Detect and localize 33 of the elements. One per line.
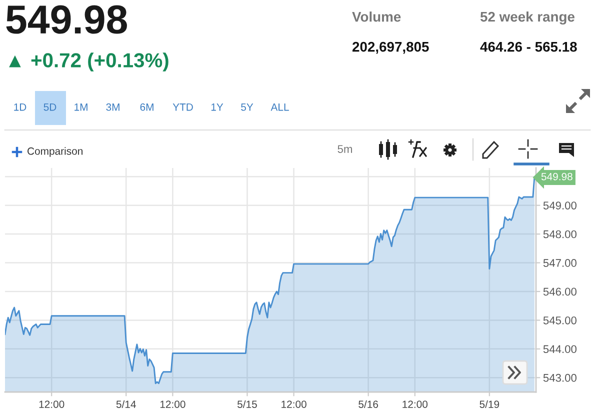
text: 52 week range bbox=[480, 11, 574, 25]
x-tick-label: 12:00 bbox=[402, 400, 428, 408]
y-tick-label: 543.00 bbox=[543, 374, 576, 382]
text: 5m bbox=[338, 145, 352, 153]
y-tick-label: 547.00 bbox=[543, 259, 576, 267]
chart-subtitle: ▲ +0.72 (+0.13%) bbox=[9, 52, 168, 72]
y-tick-label: 544.00 bbox=[543, 345, 576, 354]
text: YTD bbox=[172, 104, 193, 111]
text: 1Y bbox=[211, 104, 224, 111]
y-tick-label: 545.00 bbox=[543, 316, 576, 324]
text: Volume bbox=[352, 12, 401, 22]
x-tick-label: 5/14 bbox=[116, 400, 136, 408]
x-tick-label: 12:00 bbox=[39, 400, 64, 408]
text: 1M bbox=[74, 104, 88, 111]
text: 202,697,805 bbox=[352, 42, 429, 54]
x-tick-label: 5/19 bbox=[480, 400, 500, 408]
text: 1D bbox=[14, 104, 26, 111]
text: 5D bbox=[44, 104, 56, 111]
x-tick-label: 5/16 bbox=[358, 400, 378, 408]
text: Comparison bbox=[28, 147, 82, 157]
y-tick-label: 548.00 bbox=[543, 230, 576, 238]
y-tick-label: 549.00 bbox=[543, 202, 576, 210]
x-tick-label: 5/15 bbox=[237, 400, 257, 408]
x-tick-label: 12:00 bbox=[282, 400, 306, 408]
text: 549.98 bbox=[6, 5, 127, 34]
text: 3M bbox=[106, 103, 120, 111]
text: 549.98 bbox=[541, 172, 572, 180]
text: 5Y bbox=[241, 104, 254, 111]
text: 464.26 - 565.18 bbox=[480, 42, 577, 52]
x-tick-label: 12:00 bbox=[160, 400, 186, 408]
text: ALL bbox=[270, 104, 289, 111]
y-tick-label: 546.00 bbox=[543, 288, 576, 296]
text: 6M bbox=[140, 103, 154, 111]
